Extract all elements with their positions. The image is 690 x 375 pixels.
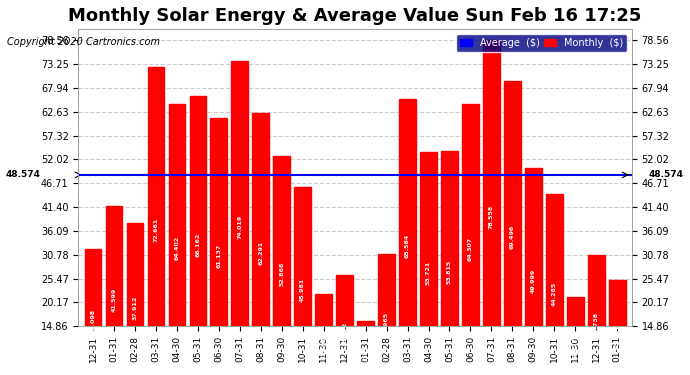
- Bar: [462, 104, 479, 375]
- Bar: [148, 67, 164, 375]
- Bar: [336, 275, 353, 375]
- Bar: [106, 206, 122, 375]
- Bar: [378, 254, 395, 375]
- Bar: [546, 194, 562, 375]
- Bar: [441, 152, 458, 375]
- Text: 53.815: 53.815: [447, 260, 452, 284]
- Bar: [420, 152, 437, 375]
- Bar: [127, 223, 144, 375]
- Text: 78.558: 78.558: [489, 204, 494, 229]
- Bar: [315, 294, 332, 375]
- Text: 53.721: 53.721: [426, 260, 431, 285]
- Bar: [231, 61, 248, 375]
- Bar: [609, 280, 626, 375]
- Text: 52.868: 52.868: [279, 262, 284, 286]
- Legend: Average  ($), Monthly  ($): Average ($), Monthly ($): [456, 34, 627, 52]
- Text: 21.277: 21.277: [573, 333, 578, 357]
- Text: 48.574: 48.574: [649, 170, 684, 179]
- Text: 30.738: 30.738: [593, 312, 599, 336]
- Text: 65.584: 65.584: [405, 234, 410, 258]
- Text: 72.661: 72.661: [153, 218, 159, 242]
- Text: 16.107: 16.107: [363, 345, 368, 369]
- Bar: [399, 99, 416, 375]
- Bar: [483, 40, 500, 375]
- Bar: [525, 168, 542, 375]
- Text: 37.912: 37.912: [132, 296, 137, 320]
- Text: Copyright 2020 Cartronics.com: Copyright 2020 Cartronics.com: [7, 37, 160, 47]
- Text: 41.599: 41.599: [112, 288, 117, 312]
- Text: 48.574: 48.574: [6, 170, 41, 179]
- Text: 74.019: 74.019: [237, 215, 242, 239]
- Bar: [190, 96, 206, 375]
- Bar: [253, 113, 269, 375]
- Text: 44.285: 44.285: [552, 282, 557, 306]
- Text: 66.162: 66.162: [195, 232, 200, 256]
- Title: Monthly Solar Energy & Average Value Sun Feb 16 17:25: Monthly Solar Energy & Average Value Sun…: [68, 7, 642, 25]
- Text: 22.077: 22.077: [321, 332, 326, 356]
- Bar: [588, 255, 604, 375]
- Bar: [273, 156, 290, 375]
- Text: 45.981: 45.981: [300, 278, 305, 302]
- Text: 25.240: 25.240: [615, 324, 620, 348]
- Text: 32.098: 32.098: [90, 309, 96, 333]
- Text: 26.222: 26.222: [342, 322, 347, 346]
- Text: 69.496: 69.496: [510, 225, 515, 249]
- Text: 30.965: 30.965: [384, 311, 389, 336]
- Bar: [210, 118, 227, 375]
- Bar: [504, 81, 521, 375]
- Text: 61.137: 61.137: [217, 244, 221, 268]
- Bar: [567, 297, 584, 375]
- Bar: [85, 249, 101, 375]
- Text: 49.999: 49.999: [531, 268, 536, 293]
- Bar: [295, 186, 311, 375]
- Text: 62.291: 62.291: [258, 241, 264, 265]
- Text: 64.307: 64.307: [468, 237, 473, 261]
- Text: 64.402: 64.402: [175, 236, 179, 261]
- Bar: [357, 321, 374, 375]
- Bar: [168, 104, 186, 375]
